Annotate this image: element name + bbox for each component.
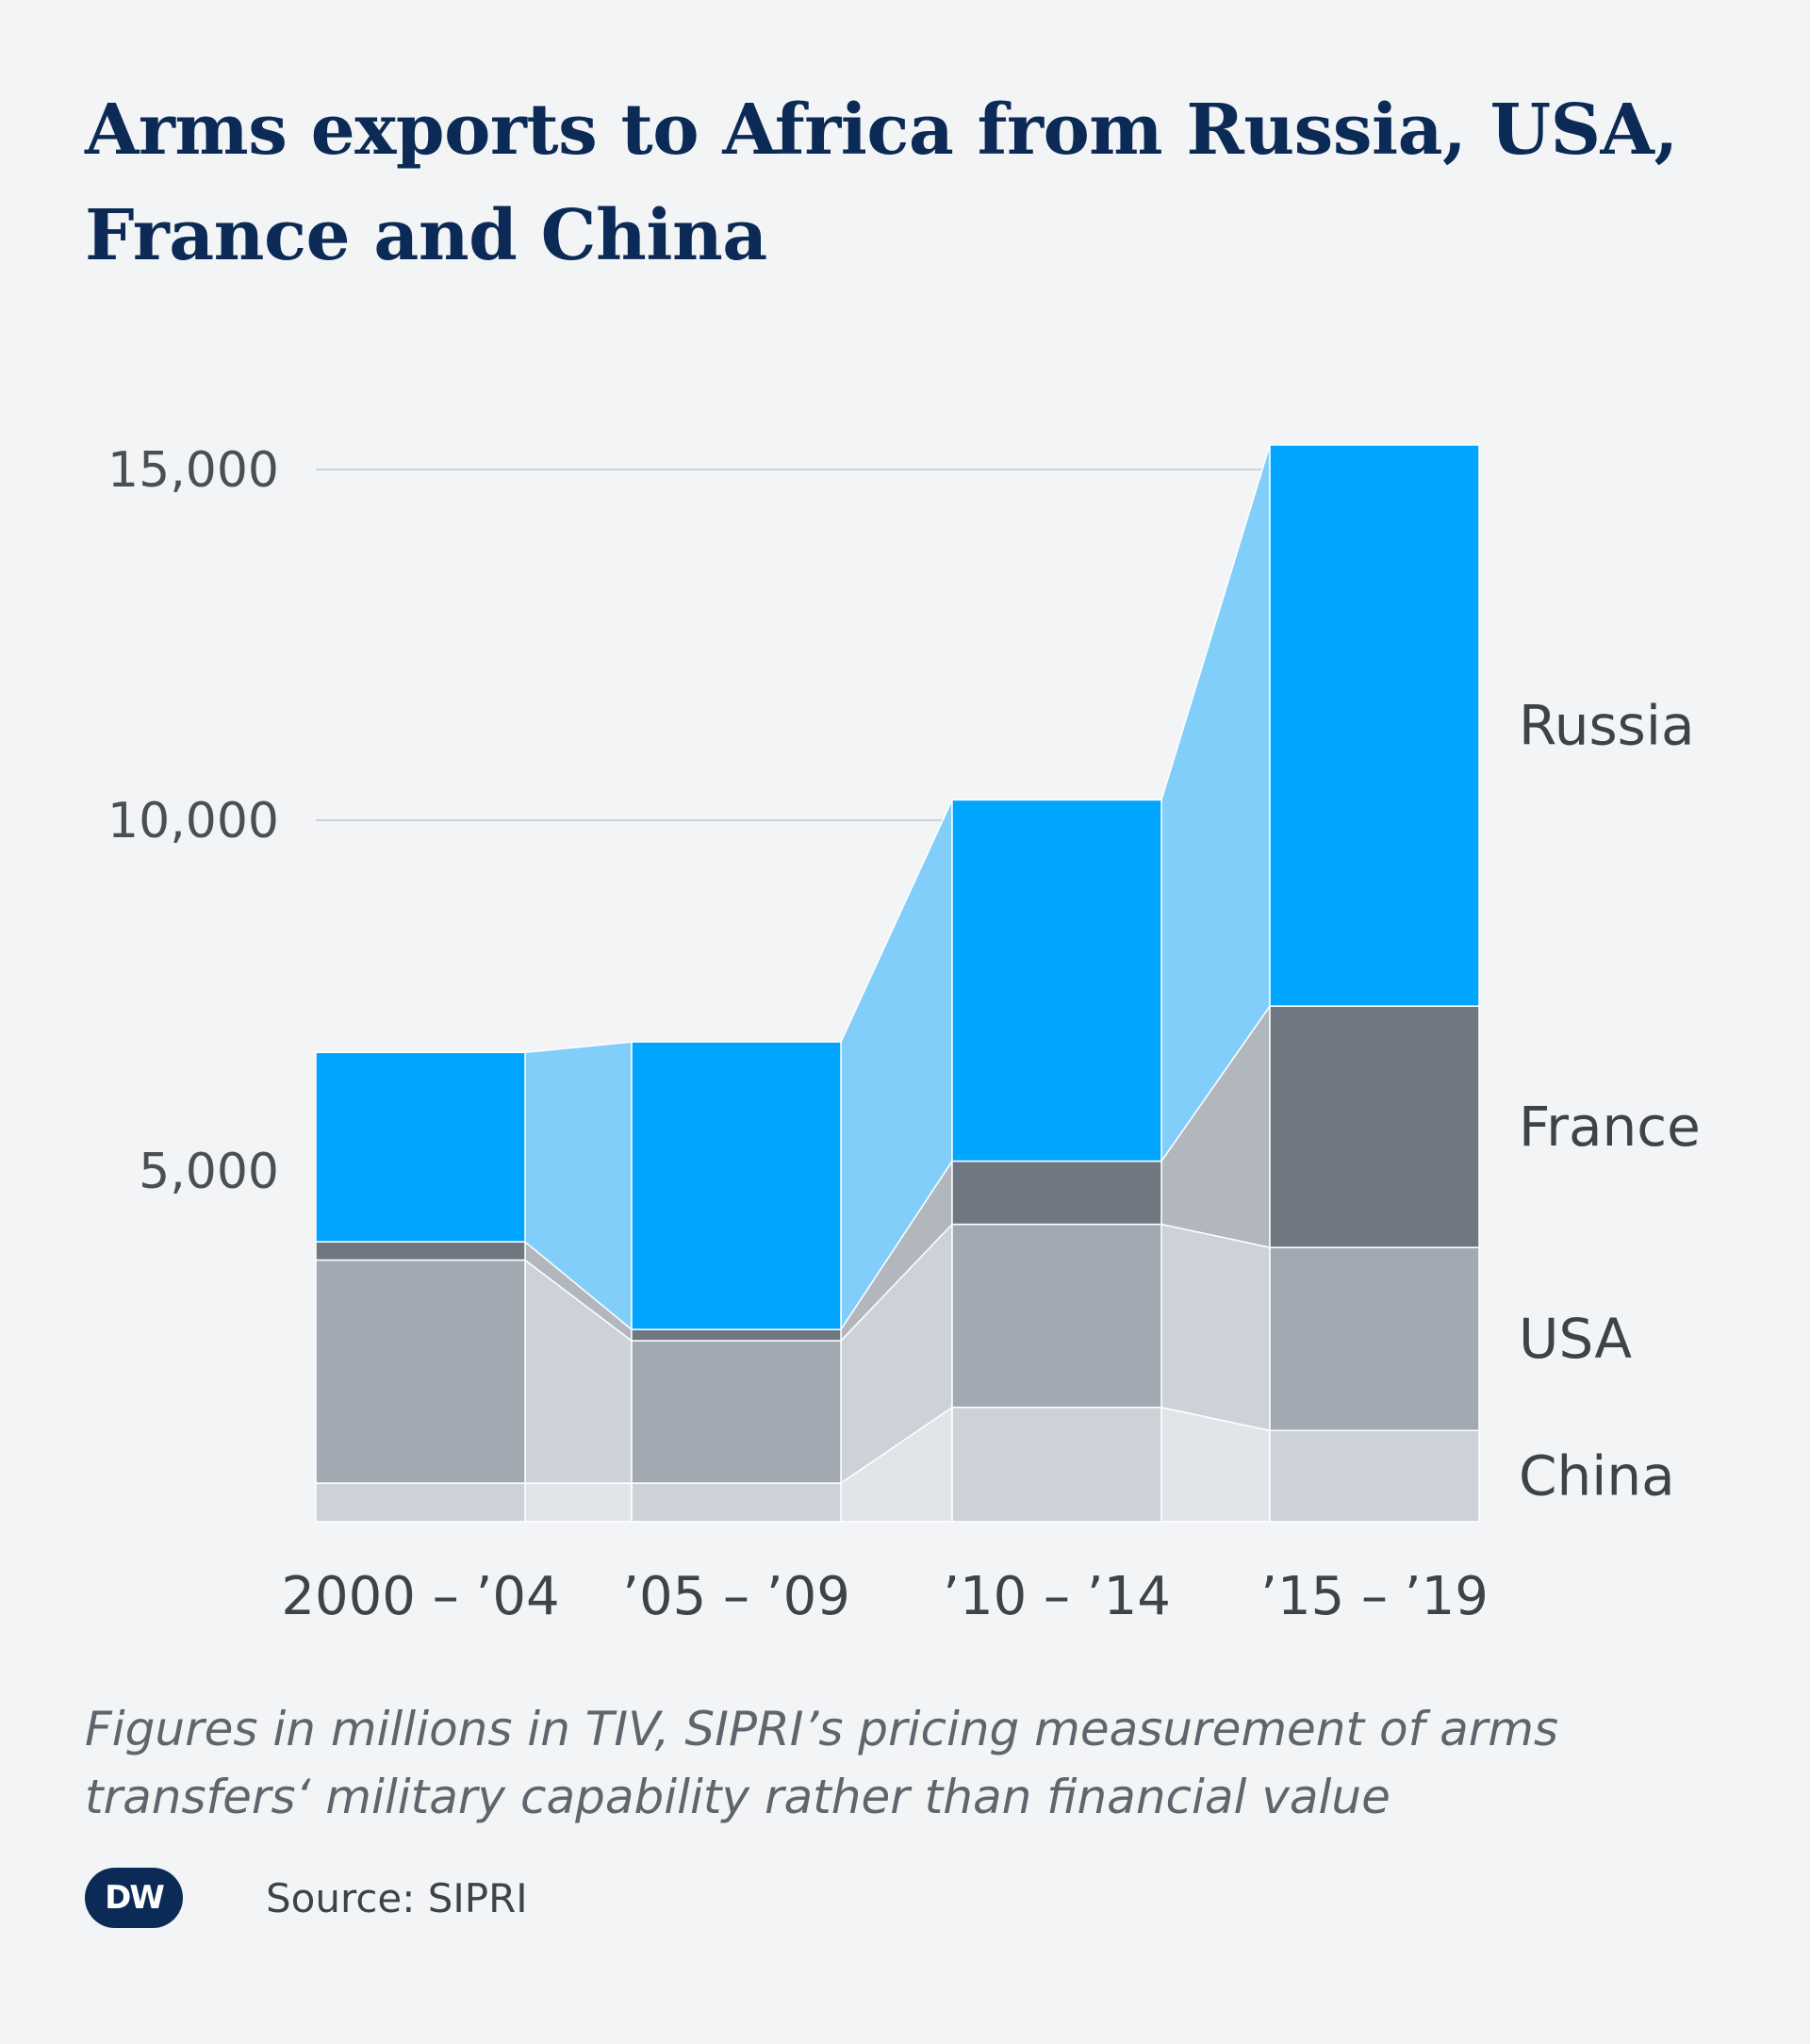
- bar-china-2000-04: [315, 1482, 526, 1523]
- bar-usa-2000-04: [315, 1259, 526, 1484]
- dw-logo: DW: [85, 1868, 183, 1928]
- chart-title: Arms exports to Africa from Russia, USA,…: [85, 90, 1678, 276]
- footnote: Figures in millions in TIV, SIPRI’s pric…: [85, 1702, 1559, 1824]
- x-tick-label-05-09: ’05 – ’09: [622, 1566, 850, 1627]
- series-label-france: France: [1519, 1095, 1701, 1159]
- bar-france-15-19: [1269, 1005, 1480, 1248]
- bar-china-10-14: [951, 1406, 1162, 1523]
- y-axis-tick-labels: 5,000 10,000 15,000: [107, 442, 279, 1200]
- x-tick-label-10-14: ’10 – ’14: [943, 1566, 1171, 1627]
- bar-france-10-14: [951, 1160, 1162, 1226]
- bar-usa-10-14: [951, 1223, 1162, 1409]
- bar-russia-05-09: [631, 1041, 842, 1330]
- series-label-usa: USA: [1519, 1307, 1632, 1371]
- source-note: Source: SIPRI: [266, 1874, 528, 1921]
- bar-france-2000-04: [315, 1241, 526, 1261]
- x-tick-label-15-19: ’15 – ’19: [1260, 1566, 1489, 1627]
- stacked-bar-chart: 5,000 10,000 15,000 2000 – ’04 ’05 – ’09 ’10…: [107, 442, 1701, 1627]
- source-row: DW Source: SIPRI: [85, 1865, 528, 1931]
- x-tick-label-2000-04: 2000 – ’04: [281, 1566, 559, 1627]
- bar-china-15-19: [1269, 1429, 1480, 1523]
- series-label-russia: Russia: [1519, 694, 1695, 758]
- bar-france-05-09: [631, 1328, 842, 1342]
- bar-usa-15-19: [1269, 1246, 1480, 1432]
- bar-russia-10-14: [951, 799, 1162, 1162]
- bar-usa-05-09: [631, 1340, 842, 1484]
- bar-russia-2000-04: [315, 1051, 526, 1243]
- connector-china-1: [524, 1482, 633, 1523]
- logo-text: DW: [105, 1879, 165, 1917]
- bars: [315, 444, 1480, 1523]
- x-axis-tick-labels: 2000 – ’04 ’05 – ’09 ’10 – ’14 ’15 – ’19: [281, 1566, 1488, 1627]
- y-tick-label-10000: 10,000: [107, 793, 279, 849]
- bar-russia-15-19: [1269, 444, 1480, 1007]
- bar-china-05-09: [631, 1482, 842, 1523]
- series-label-china: China: [1519, 1444, 1675, 1508]
- y-tick-label-5000: 5,000: [139, 1144, 279, 1200]
- y-tick-label-15000: 15,000: [107, 442, 279, 499]
- connector-usa-3: [1160, 1223, 1271, 1432]
- series-labels: China USA France Russia: [1519, 694, 1701, 1508]
